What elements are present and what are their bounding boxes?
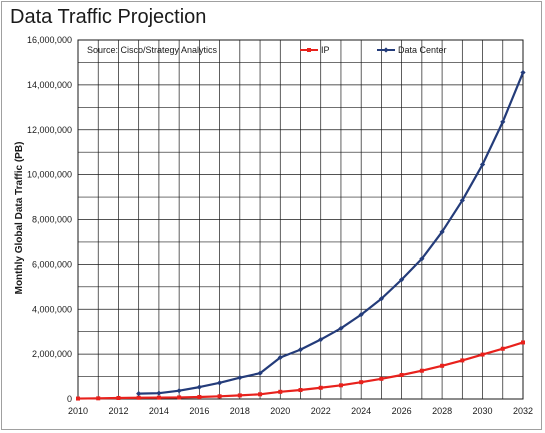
data-point (521, 340, 525, 345)
y-tick-label: 10,000,000 (27, 170, 72, 180)
x-tick-label: 2032 (513, 406, 533, 416)
data-point (419, 368, 424, 373)
grid-lines (77, 39, 524, 400)
legend-marker (383, 47, 389, 53)
data-point (480, 352, 485, 357)
x-tick-label: 2010 (68, 406, 88, 416)
data-point (156, 395, 161, 400)
y-tick-label: 6,000,000 (32, 259, 72, 269)
data-point (500, 119, 506, 125)
x-tick-label: 2024 (351, 406, 371, 416)
data-point (318, 336, 324, 343)
data-point (277, 354, 283, 361)
data-point (479, 161, 486, 168)
data-point (379, 376, 384, 381)
data-point (96, 396, 101, 401)
data-point (136, 395, 141, 400)
x-tick-label: 2018 (230, 406, 250, 416)
x-tick-label: 2028 (432, 406, 452, 416)
data-point (197, 394, 202, 399)
x-tick-label: 2012 (108, 406, 128, 416)
data-point (176, 388, 182, 394)
x-tick-label: 2026 (392, 406, 412, 416)
data-point (318, 385, 323, 390)
data-point (378, 296, 385, 302)
chart-title: Data Traffic Projection (10, 6, 207, 28)
data-point (297, 347, 304, 353)
y-tick-label: 0 (67, 394, 72, 404)
y-tick-label: 12,000,000 (27, 125, 72, 135)
data-point (216, 380, 223, 386)
x-tick-label: 2020 (270, 406, 290, 416)
data-point (459, 197, 465, 204)
data-point (136, 391, 142, 397)
data-point (298, 388, 303, 393)
plot-border (77, 39, 524, 400)
x-tick-label: 2014 (149, 406, 169, 416)
data-point (196, 384, 202, 390)
data-point (359, 380, 364, 385)
data-point (156, 390, 162, 396)
data-point (237, 393, 242, 398)
y-tick-label: 14,000,000 (27, 80, 72, 90)
data-point (439, 229, 445, 235)
data-point (338, 383, 343, 388)
data-point (116, 395, 121, 400)
data-point (460, 358, 465, 363)
legend: IP Data Center (300, 45, 447, 55)
data-point (500, 346, 505, 351)
data-point (338, 325, 344, 331)
y-tick-label: 16,000,000 (27, 35, 72, 45)
data-point (419, 256, 425, 262)
x-tick-labels: 2010 2012 2014 2016 2018 2020 2022 2024 2026 2028… (68, 406, 533, 416)
x-tick-label: 2030 (473, 406, 493, 416)
data-point (358, 312, 364, 318)
y-axis-label: Monthly Global Data Traffic (PB) (14, 142, 25, 295)
data-point (258, 392, 263, 397)
data-point (278, 389, 283, 394)
series-lines (76, 69, 526, 401)
data-point (217, 394, 222, 399)
series-line-data-center (138, 72, 525, 395)
data-point (257, 370, 263, 376)
legend-marker (307, 48, 311, 52)
x-tick-label: 2016 (189, 406, 209, 416)
legend-label: IP (321, 45, 330, 55)
data-point (237, 375, 243, 381)
data-point (76, 396, 80, 401)
legend-label: Data Center (398, 45, 447, 55)
data-point (177, 395, 182, 400)
y-tick-labels: 0 2,000,000 4,000,000 6,000,000 8,000,000 10,… (27, 35, 72, 404)
y-tick-label: 8,000,000 (32, 215, 72, 225)
source-annotation: Source: Cisco/Strategy Analytics (87, 45, 218, 55)
data-point (520, 69, 526, 76)
x-tick-label: 2022 (311, 406, 331, 416)
data-point (399, 277, 405, 283)
data-point (399, 372, 404, 377)
y-tick-label: 4,000,000 (32, 304, 72, 314)
y-tick-label: 2,000,000 (32, 349, 72, 359)
data-point (440, 363, 445, 368)
axes (77, 39, 524, 400)
